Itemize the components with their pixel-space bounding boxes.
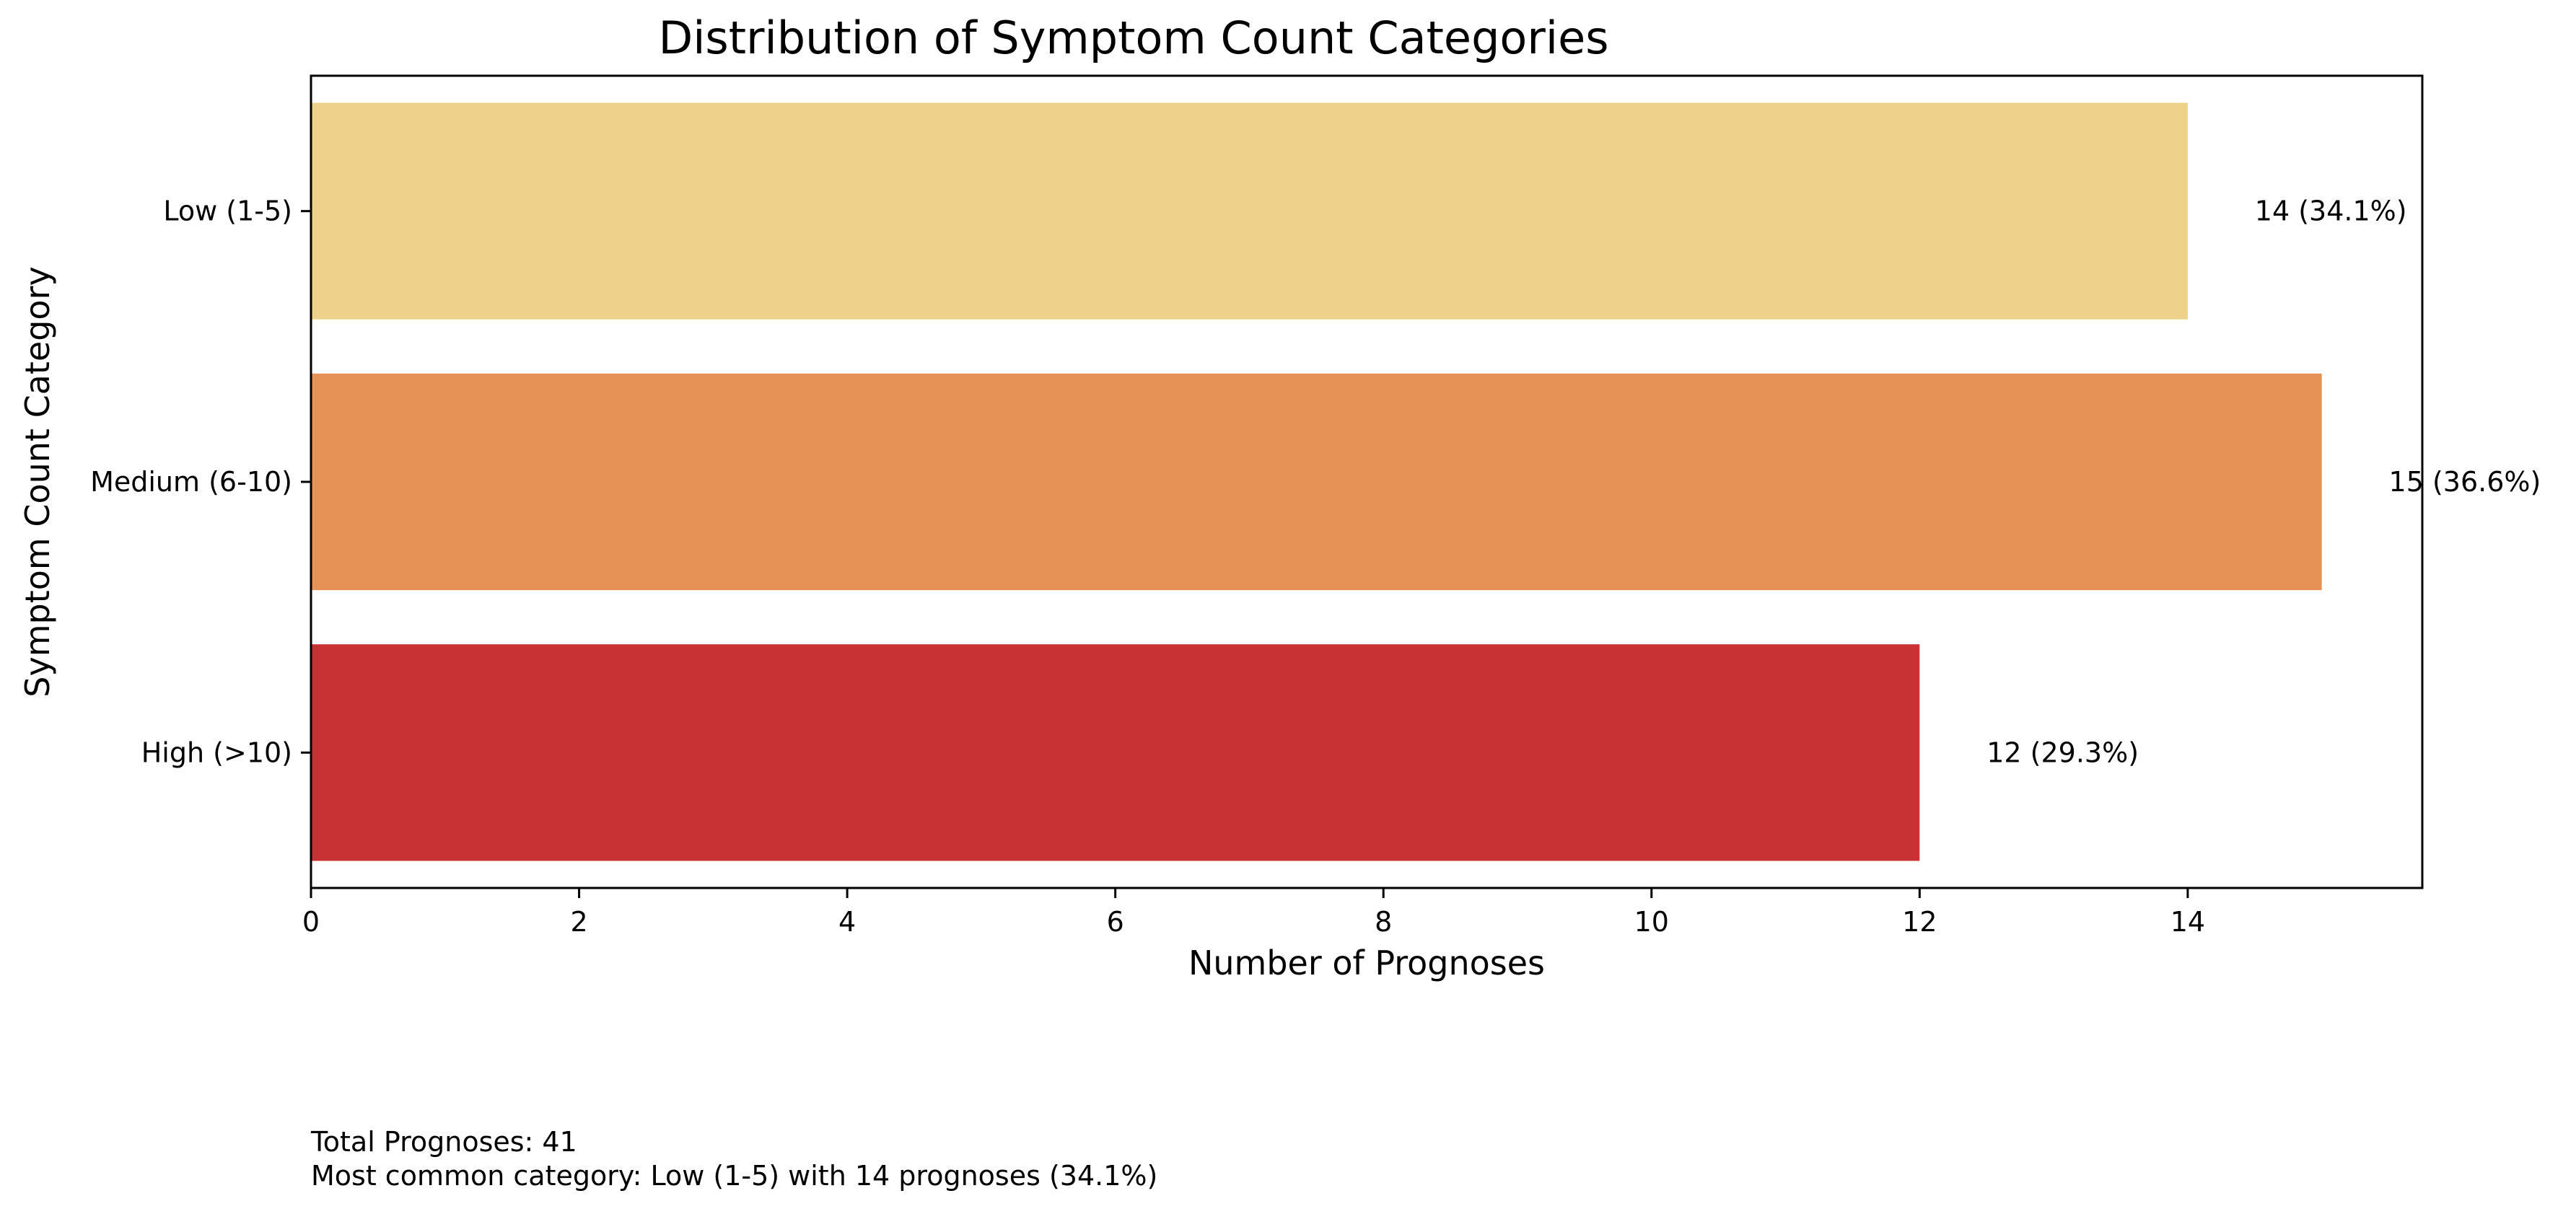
x-tick-label-3: 6 (1107, 906, 1124, 938)
x-tick-label-7: 14 (2170, 906, 2205, 938)
bar-0 (311, 102, 2188, 320)
bars-layer (311, 102, 2322, 861)
bar-value-label-2: 12 (29.3%) (1986, 736, 2139, 768)
y-tick-label-0: Low (1-5) (163, 195, 292, 227)
data-labels-layer: 14 (34.1%) 15 (36.6%) 12 (29.3%) (1986, 195, 2541, 769)
y-axis-ticks: Low (1-5) Medium (6-10) High (>10) (90, 195, 311, 768)
bar-1 (311, 373, 2322, 591)
footer-total-prognoses: Total Prognoses: 41 (310, 1126, 577, 1158)
bar-value-label-0: 14 (34.1%) (2255, 195, 2407, 227)
bar-value-label-1: 15 (36.6%) (2389, 466, 2541, 498)
x-tick-label-2: 4 (838, 906, 856, 938)
y-tick-label-2: High (>10) (141, 736, 292, 768)
x-tick-label-5: 10 (1634, 906, 1669, 938)
x-tick-label-4: 8 (1375, 906, 1392, 938)
bar-2 (311, 644, 1920, 861)
chart-title: Distribution of Symptom Count Categories (658, 12, 1608, 64)
x-axis-label: Number of Prognoses (1188, 944, 1545, 982)
y-tick-label-1: Medium (6-10) (90, 466, 292, 498)
y-axis-label: Symptom Count Category (18, 266, 57, 697)
footer-most-common-category: Most common category: Low (1-5) with 14 … (311, 1160, 1157, 1192)
x-tick-label-0: 0 (302, 906, 320, 938)
x-axis-ticks: 0 2 4 6 8 10 12 14 (302, 888, 2205, 938)
plot-area-frame (310, 74, 2424, 889)
x-tick-label-1: 2 (570, 906, 587, 938)
x-tick-label-6: 12 (1902, 906, 1937, 938)
